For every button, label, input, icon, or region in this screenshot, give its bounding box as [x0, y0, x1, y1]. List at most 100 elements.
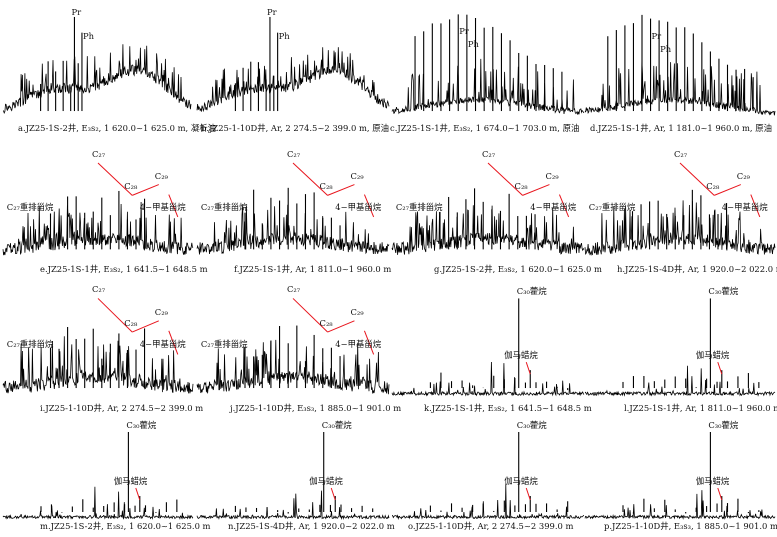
chromatogram-h	[584, 162, 776, 256]
panel-i: C₂₇ C₂₈ C₂₉ C₂₇重排甾烷 4−甲基甾烷	[2, 284, 194, 397]
label-c30-n: C₃₀藿烷	[321, 420, 352, 430]
sterane-connector-e-0	[97, 162, 133, 196]
label-methylsterane-h: 4−甲基甾烷	[721, 201, 768, 212]
panel-e: C₂₇ C₂₈ C₂₉ C₂₇重排甾烷 4−甲基甾烷	[2, 148, 194, 258]
chromatogram-j	[196, 298, 390, 395]
trace-i	[2, 336, 194, 394]
label-c30-l: C₃₀藿烷	[708, 286, 739, 297]
caption-j: j.JZ25-1-10D井, E₃s₃, 1 885.0~1 901.0 m	[230, 403, 402, 413]
gammacerane-pointer-m	[135, 487, 141, 501]
sterane-connector-g-0	[487, 162, 523, 196]
panel-l: C₃₀藿烷伽马蜡烷	[584, 285, 776, 397]
caption-k: k.JZ25-1S-1井, E₃s₂, 1 641.5~1 648.5 m	[424, 403, 592, 413]
sterane-connector-f-0	[292, 162, 328, 196]
gammacerane-pointer-l	[717, 361, 723, 375]
sterane-connector-f-1	[327, 184, 355, 196]
caption-l: l.JZ25-1S-1井, Ar, 1 811.0~1 960.0 m	[624, 403, 777, 413]
methylsterane-pointer-i	[168, 330, 179, 355]
label-c27-e: C₂₇	[92, 148, 106, 159]
caption-p: p.JZ25-1-10D井, E₃s₃, 1 885.0~1 901.0 m	[604, 521, 777, 531]
label-ph-c: Ph	[467, 38, 479, 49]
sterane-connector-j-0	[292, 298, 328, 333]
label-c27-j: C₂₇	[287, 284, 301, 295]
panel-a: Pr Ph	[2, 6, 192, 120]
caption-e: e.JZ25-1S-1井, E₃s₂, 1 641.5~1 648.5 m	[40, 264, 208, 274]
label-c27-i: C₂₇	[92, 284, 106, 295]
label-c29-i: C₂₉	[154, 306, 168, 317]
sterane-connector-h-0	[679, 162, 715, 196]
label-diasterane-j: C₂₇重排甾烷	[200, 338, 248, 349]
caption-g: g.JZ25-1S-2井, E₃s₂, 1 620.0~1 625.0 m	[434, 264, 602, 274]
gammacerane-pointer-n	[330, 487, 336, 501]
sterane-connector-i-0	[97, 298, 133, 333]
gammacerane-pointer-p	[717, 487, 723, 501]
gammacerane-pointer-k	[525, 361, 531, 375]
label-c28-g: C₂₈	[514, 181, 528, 192]
label-c28-h: C₂₈	[706, 181, 720, 192]
panel-g: C₂₇ C₂₈ C₂₉ C₂₇重排甾烷 4−甲基甾烷	[391, 148, 585, 258]
label-methylsterane-i: 4−甲基甾烷	[139, 338, 186, 349]
label-diasterane-e: C₂₇重排甾烷	[6, 201, 54, 212]
chromatogram-b	[196, 16, 390, 113]
label-pr-a: Pr	[71, 6, 82, 17]
label-diasterane-g: C₂₇重排甾烷	[395, 201, 443, 212]
label-c30-p: C₃₀藿烷	[708, 420, 739, 430]
panel-k: C₃₀藿烷 伽马蜡烷	[391, 285, 585, 397]
panel-p: C₃₀藿烷 伽马蜡烷	[584, 420, 776, 520]
chromatogram-n	[196, 432, 390, 521]
panel-c: Pr Ph	[391, 8, 585, 120]
label-gammacerane-k: 伽马蜡烷	[504, 350, 538, 361]
label-methylsterane-j: 4−甲基甾烷	[335, 338, 382, 349]
sterane-connector-h-1	[714, 184, 741, 196]
trace-a	[2, 44, 192, 114]
trace-d	[584, 60, 776, 116]
label-c29-j: C₂₉	[350, 306, 364, 317]
label-pr-b: Pr	[266, 6, 277, 17]
label-methylsterane-e: 4−甲基甾烷	[139, 201, 186, 212]
chromatogram-m	[2, 432, 194, 520]
sterane-connector-j-1	[327, 320, 355, 333]
label-c28-e: C₂₈	[124, 181, 138, 192]
caption-o: o.JZ25-1-10D井, Ar, 2 274.5~2 399.0 m	[408, 521, 574, 531]
caption-c: c.JZ25-1S-1井, E₃s₂, 1 674.0~1 703.0 m, 原…	[390, 123, 580, 133]
chromatogram-c	[391, 14, 585, 115]
label-ph-b: Ph	[278, 30, 290, 41]
caption-b: b.JZ25-1-10D井, Ar, 2 274.5~2 399.0 m, 原油	[201, 123, 389, 133]
label-c28-j: C₂₈	[319, 318, 333, 329]
trace-l	[584, 365, 776, 397]
chromatogram-i	[2, 298, 194, 394]
label-c29-e: C₂₉	[154, 170, 168, 181]
sterane-connector-e-1	[132, 184, 159, 196]
panel-m: C₃₀藿烷伽马蜡烷	[2, 420, 194, 520]
methylsterane-pointer-h	[750, 194, 761, 218]
panel-j: C₂₇ C₂₈ C₂₉ C₂₇重排甾烷 4−甲基甾烷	[196, 284, 390, 397]
label-c30-m: C₃₀藿烷	[126, 420, 157, 430]
label-c28-f: C₂₈	[319, 181, 333, 192]
caption-f: f.JZ25-1S-1井, Ar, 1 811.0~1 960.0 m	[234, 264, 392, 274]
trace-o	[392, 484, 585, 520]
label-c27-f: C₂₇	[287, 148, 301, 159]
label-c27-g: C₂₇	[482, 148, 496, 159]
label-diasterane-i: C₂₇重排甾烷	[6, 338, 54, 349]
label-gammacerane-m: 伽马蜡烷	[113, 476, 148, 486]
label-diasterane-f: C₂₇重排甾烷	[200, 201, 248, 212]
label-gammacerane-l: 伽马蜡烷	[695, 350, 730, 361]
caption-i: i.JZ25-1-10D井, Ar, 2 274.5~2 399.0 m	[40, 403, 204, 413]
label-c27-h: C₂₇	[674, 148, 688, 159]
trace-h	[584, 200, 776, 256]
chromatogram-o	[392, 432, 585, 520]
panel-n: C₃₀藿烷 伽马蜡烷	[196, 420, 390, 521]
gammacerane-pointer-o	[525, 487, 531, 501]
methylsterane-pointer-j	[363, 330, 375, 355]
caption-m: m.JZ25-1S-2井, E₃s₂, 1 620.0~1 625.0 m	[40, 521, 211, 531]
label-methylsterane-f: 4−甲基甾烷	[335, 201, 382, 212]
chromatogram-d	[584, 14, 776, 116]
trace-e	[2, 201, 194, 256]
panel-d: Pr Ph	[584, 8, 776, 120]
caption-n: n.JZ25-1S-4D井, Ar, 1 920.0~2 022.0 m	[228, 521, 395, 531]
trace-c	[391, 58, 585, 115]
label-ph-d: Ph	[660, 44, 672, 55]
methylsterane-pointer-f	[363, 194, 375, 218]
panel-h: C₂₇ C₂₈ C₂₉ C₂₇重排甾烷 4−甲基甾烷	[584, 148, 776, 258]
